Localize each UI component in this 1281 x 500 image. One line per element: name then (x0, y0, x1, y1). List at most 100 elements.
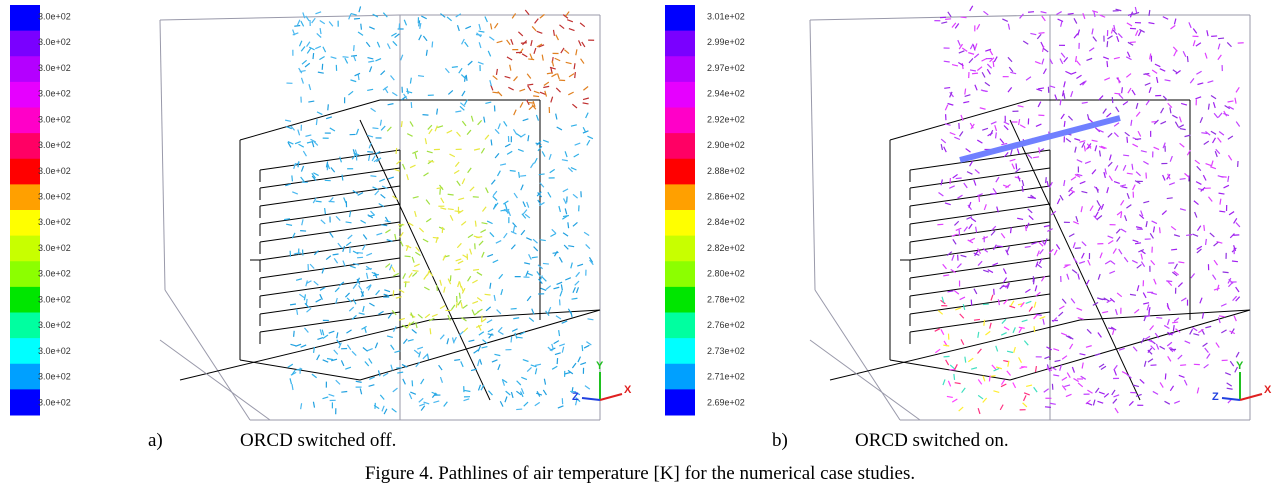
pathline (325, 208, 326, 214)
pathline (966, 149, 971, 153)
pathline (1057, 199, 1060, 204)
pathline (333, 254, 339, 255)
pathline (1154, 147, 1159, 149)
pathline (1089, 48, 1094, 51)
pathline (295, 344, 301, 346)
pathline (1092, 11, 1098, 13)
pathline (1109, 176, 1112, 181)
pathline (1034, 314, 1038, 318)
pathline (1040, 249, 1044, 254)
pathline (556, 35, 559, 40)
pathline (1136, 103, 1138, 109)
pathline (1045, 238, 1047, 244)
axis-label: Z (572, 391, 579, 403)
pathline (1107, 41, 1108, 47)
pathline (425, 138, 426, 144)
pathline (1020, 14, 1024, 19)
pathline (466, 75, 467, 81)
pathline (995, 125, 997, 131)
pathline (449, 154, 454, 157)
pathline (1110, 261, 1115, 265)
pathline (1185, 135, 1191, 137)
pathline (1160, 382, 1163, 387)
edge (910, 186, 1050, 206)
pathline (427, 151, 433, 153)
pathline (495, 23, 498, 28)
pathline (488, 51, 490, 56)
pathline (412, 329, 417, 333)
pathline (418, 76, 424, 77)
pathline (1069, 234, 1074, 237)
pathline (554, 341, 559, 344)
pathline (1218, 44, 1220, 50)
pathline (505, 203, 507, 209)
pathline (505, 144, 510, 147)
pathline (1160, 69, 1165, 71)
pathline (952, 255, 954, 261)
figure-caption: Figure 4. Pathlines of air temperature [… (365, 463, 915, 484)
pathline (1075, 248, 1081, 249)
pathline (1101, 366, 1106, 369)
pathline (474, 311, 479, 315)
colorbar-label: 2.71e+02 (707, 372, 745, 382)
pathline (1069, 192, 1073, 196)
pathline (491, 24, 492, 30)
colorbar-label: 2.69e+02 (707, 397, 745, 407)
pathline (506, 208, 508, 214)
pathline (1129, 401, 1133, 405)
pathline (996, 177, 999, 182)
pathline (1193, 334, 1199, 336)
pathline (1004, 327, 1009, 330)
pathline (316, 201, 322, 202)
pathline (357, 253, 363, 254)
pathline (491, 180, 495, 185)
pathline (989, 375, 990, 381)
pathline (363, 235, 367, 240)
pathline (1000, 139, 1004, 144)
pathline (1172, 322, 1178, 323)
pathline (492, 92, 498, 93)
pathline (288, 364, 293, 367)
pathline (540, 240, 546, 241)
pathline (1163, 175, 1165, 180)
pathline (1197, 388, 1198, 394)
pathline (1149, 307, 1150, 313)
pathline (322, 330, 324, 336)
pathline (1097, 200, 1100, 205)
pathline (461, 302, 462, 308)
pathline (482, 207, 486, 212)
pathline (1061, 114, 1064, 119)
pathline (448, 90, 452, 94)
pathline (510, 171, 516, 172)
pathline (1076, 75, 1081, 78)
pathline (523, 201, 525, 206)
pathline (1178, 355, 1182, 359)
pathline (1210, 167, 1216, 169)
pathline (468, 276, 471, 281)
pathline (1100, 299, 1106, 300)
colorbar-swatch (10, 184, 40, 210)
pathline (1067, 274, 1069, 280)
pathline (1023, 403, 1027, 407)
pathline (482, 252, 484, 258)
pathline (349, 14, 351, 20)
pathline (1165, 80, 1171, 81)
pathline (423, 355, 427, 359)
pathline (977, 140, 982, 143)
pathline (1146, 221, 1147, 227)
pathline (1039, 33, 1045, 34)
pathline (1085, 161, 1091, 163)
pathline (334, 350, 338, 354)
pathline (1210, 233, 1214, 237)
pathline (1007, 351, 1013, 352)
pathline (387, 240, 393, 242)
pathline (1080, 354, 1086, 355)
pathline (558, 406, 564, 408)
pathline (1107, 61, 1108, 67)
pathline (1126, 57, 1131, 60)
pathline (451, 305, 454, 310)
pathline (1066, 138, 1071, 142)
pathline (435, 126, 437, 132)
pathline (1225, 373, 1231, 375)
pathline (1145, 83, 1151, 85)
